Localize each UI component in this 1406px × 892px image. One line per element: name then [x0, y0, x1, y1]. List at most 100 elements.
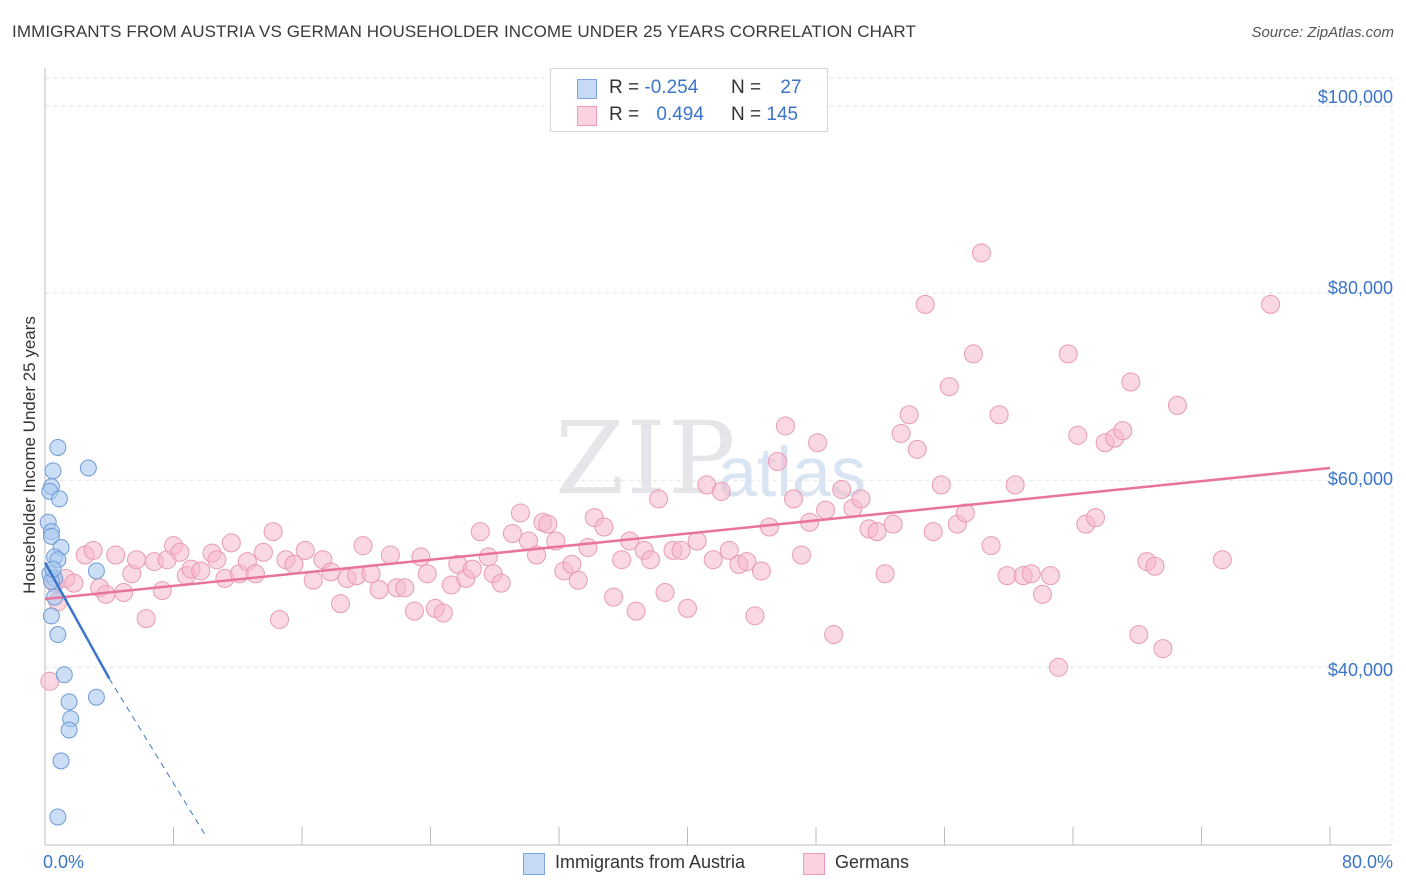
germans-point — [295, 540, 315, 560]
austria-point — [49, 626, 67, 644]
y-tick-label: $40,000 — [1327, 660, 1393, 680]
germans-point — [83, 540, 103, 560]
germans-point — [963, 344, 983, 364]
y-axis-label: Householder Income Under 25 years — [20, 316, 39, 594]
axes — [44, 68, 1392, 846]
germans-point — [775, 416, 795, 436]
y-tick-label: $60,000 — [1327, 469, 1393, 489]
legend-r-label: R = — [609, 104, 640, 125]
germans-point — [1041, 566, 1061, 586]
austria-trend-extension — [108, 678, 207, 836]
germans-point — [875, 564, 895, 584]
legend-swatch-pink — [577, 106, 597, 126]
germans-point — [1058, 344, 1078, 364]
austria-point — [79, 459, 97, 477]
germans-point — [719, 540, 739, 560]
germans-point — [989, 405, 1009, 425]
austria-point — [49, 808, 67, 826]
germans-point — [923, 522, 943, 542]
germans-point — [1032, 584, 1052, 604]
germans-point — [687, 531, 707, 551]
germans-point — [792, 545, 812, 565]
germans-point — [417, 564, 437, 584]
germans-point — [578, 538, 598, 558]
germans-point — [594, 517, 614, 537]
legend-n-label: N = — [731, 104, 762, 125]
legend-r-label: R = — [609, 77, 640, 98]
germans-point — [152, 581, 172, 601]
germans-point — [64, 573, 84, 593]
germans-point — [303, 570, 323, 590]
germans-point — [808, 433, 828, 453]
trend-lines — [43, 466, 1331, 836]
legend-n-label: N = — [731, 77, 762, 98]
germans-point — [470, 522, 490, 542]
germans-point — [971, 243, 991, 263]
germans-point — [136, 609, 156, 629]
germans-point — [981, 536, 1001, 556]
germans-point — [1167, 395, 1187, 415]
austria-point — [87, 562, 105, 580]
germans-point — [612, 550, 632, 570]
germans-point — [867, 522, 887, 542]
germans-point — [1212, 550, 1232, 570]
germans-point — [191, 561, 211, 581]
germans-point — [1261, 294, 1281, 314]
austria-trend-line — [43, 561, 111, 680]
germans-point — [380, 545, 400, 565]
germans-point — [626, 601, 646, 621]
germans-point — [711, 481, 731, 501]
austria-point — [50, 490, 68, 508]
correlation-legend: R = -0.254 N = 27 R = 0.494 N = 145 — [550, 68, 828, 132]
germans-point — [997, 566, 1017, 586]
germans-point — [245, 564, 265, 584]
bottom-legend-swatch-blue — [523, 853, 545, 875]
austria-point — [60, 721, 78, 739]
austria-point — [87, 688, 105, 706]
germans-point — [1049, 657, 1069, 677]
germans-point — [1153, 639, 1173, 659]
germans-point — [502, 524, 522, 544]
germans-point — [433, 603, 453, 623]
legend-r-value: -0.254 — [644, 77, 699, 98]
germans-point — [891, 423, 911, 443]
germans-point — [703, 550, 723, 570]
watermark-zip: ZIP — [555, 400, 738, 517]
germans-point — [1005, 475, 1025, 495]
germans-point — [207, 550, 227, 570]
germans-point — [678, 598, 697, 618]
germans-point — [106, 545, 126, 565]
austria-point — [60, 693, 78, 711]
germans-point — [478, 547, 498, 567]
legend-row-austria: R = -0.254 N = 27 — [551, 75, 827, 101]
germans-point — [538, 514, 558, 534]
germans-point — [369, 580, 389, 600]
germans-point — [915, 294, 935, 314]
bottom-legend-label: Immigrants from Austria — [555, 852, 746, 872]
legend-swatch-blue — [577, 79, 597, 99]
legend-n-value: 145 — [766, 104, 799, 125]
x-tick-label: 0.0% — [43, 852, 85, 872]
germans-point — [1068, 425, 1088, 445]
germans-point — [321, 562, 341, 582]
germans-point — [568, 570, 588, 590]
legend-row-germans: R = 0.494 N = 145 — [551, 102, 827, 128]
germans-point — [270, 610, 290, 630]
germans-trend-line — [44, 466, 1331, 601]
germans-point — [899, 405, 919, 425]
germans-point — [404, 601, 424, 621]
germans-point — [562, 554, 582, 574]
germans-point — [641, 550, 661, 570]
austria-point — [44, 462, 62, 480]
germans-point — [737, 552, 757, 572]
germans-point — [462, 559, 482, 579]
austria-points — [39, 438, 105, 826]
germans-point — [816, 500, 836, 520]
y-tick-label: $100,000 — [1317, 87, 1393, 107]
germans-point — [221, 533, 241, 553]
germans-point — [491, 573, 511, 593]
x-tick-label: 80.0% — [1341, 852, 1393, 872]
germans-point — [832, 480, 852, 500]
germans-point — [939, 377, 959, 397]
